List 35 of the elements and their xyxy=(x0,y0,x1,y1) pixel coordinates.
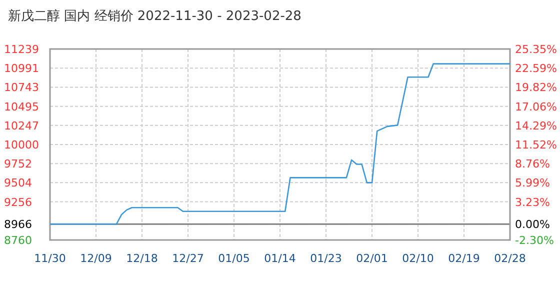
y-tick-label: 8966 xyxy=(4,218,32,232)
y2-tick-label: 22.59% xyxy=(515,62,557,76)
y2-tick-label: 25.35% xyxy=(515,43,557,56)
y-tick-label: 10000 xyxy=(4,138,39,152)
line-series xyxy=(49,63,511,225)
y2-tick-label: 8.76% xyxy=(515,158,550,171)
y2-tick-label: 0.00% xyxy=(515,218,550,232)
y-tick-label: 8760 xyxy=(4,234,32,247)
x-tick-label: 02/01 xyxy=(356,252,388,265)
y2-tick-label: 3.23% xyxy=(515,196,550,209)
y-tick-label: 9256 xyxy=(4,196,32,209)
y2-tick-label: 5.99% xyxy=(515,176,550,190)
x-tick-label: 12/09 xyxy=(80,252,112,265)
y2-tick-label: -2.30% xyxy=(515,234,554,247)
y-tick-label: 9752 xyxy=(4,158,32,171)
y2-tick-label: 11.52% xyxy=(515,138,557,152)
x-tick-label: 01/14 xyxy=(264,252,296,265)
x-tick-label: 02/28 xyxy=(494,252,526,265)
x-tick-label: 12/18 xyxy=(126,252,158,265)
y-tick-label: 9504 xyxy=(4,176,32,190)
x-tick-label: 02/19 xyxy=(448,252,480,265)
x-tick-label: 01/23 xyxy=(310,252,342,265)
y-tick-label: 11239 xyxy=(4,43,39,56)
x-tick-label: 01/05 xyxy=(218,252,250,265)
x-tick-label: 12/27 xyxy=(172,252,204,265)
y-tick-label: 10495 xyxy=(4,100,39,114)
chart-title: 新戊二醇 国内 经销价 2022-11-30 - 2023-02-28 xyxy=(8,9,302,24)
y-tick-label: 10743 xyxy=(4,81,39,94)
y-tick-label: 10991 xyxy=(4,62,39,76)
x-tick-label: 02/10 xyxy=(402,252,434,265)
x-tick-label: 11/30 xyxy=(34,252,66,265)
y-tick-label: 10247 xyxy=(4,119,39,132)
y2-tick-label: 17.06% xyxy=(515,100,557,114)
y2-tick-label: 19.82% xyxy=(515,81,557,94)
y2-tick-label: 14.29% xyxy=(515,119,557,132)
